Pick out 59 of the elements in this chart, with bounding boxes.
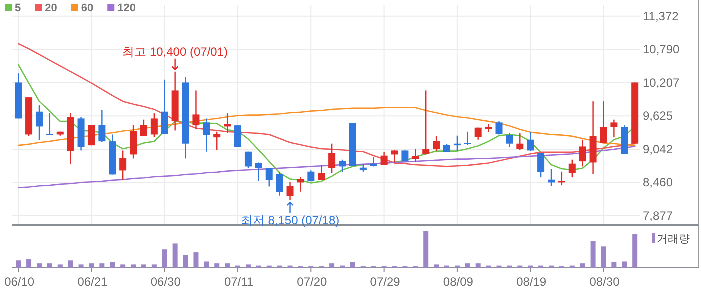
y-tick-label: 11,372 bbox=[643, 9, 680, 24]
candlestick bbox=[422, 90, 430, 156]
candlestick bbox=[433, 136, 440, 152]
candlestick bbox=[98, 110, 106, 143]
annotation: 최저 8,150 (07/18) bbox=[240, 213, 340, 228]
x-tick-label: 08/30 bbox=[590, 275, 620, 289]
y-tick-label: 9,625 bbox=[643, 109, 674, 124]
candlestick bbox=[600, 100, 608, 144]
candlestick bbox=[391, 150, 398, 164]
candlestick bbox=[506, 132, 514, 148]
candlestick bbox=[339, 159, 346, 174]
candlestick bbox=[527, 132, 534, 152]
candlestick bbox=[579, 139, 586, 168]
annotation: 최고 10,400 (07/01) bbox=[122, 44, 228, 59]
candlestick bbox=[203, 118, 210, 152]
x-tick-label: 08/09 bbox=[443, 275, 474, 289]
x-tick-label: 08/19 bbox=[516, 275, 547, 289]
y-tick-label: 9,042 bbox=[643, 142, 674, 156]
y-tick-label: 10,790 bbox=[643, 42, 680, 57]
x-tick-label: 06/10 bbox=[4, 275, 35, 289]
candlestick bbox=[276, 171, 284, 196]
legend-label: 거래량 bbox=[657, 234, 690, 246]
legend-label: 120 bbox=[118, 2, 136, 14]
x-tick-label: 06/30 bbox=[150, 275, 182, 289]
candlestick bbox=[150, 112, 158, 138]
candlestick bbox=[516, 132, 524, 151]
legend-label: 60 bbox=[81, 2, 94, 14]
candlestick bbox=[120, 150, 127, 182]
candlestick bbox=[538, 152, 545, 178]
candlestick bbox=[286, 182, 294, 202]
candlestick bbox=[266, 168, 273, 188]
candlestick bbox=[234, 124, 242, 148]
candlestick bbox=[610, 119, 618, 138]
x-tick-label: 07/20 bbox=[297, 275, 328, 289]
y-tick-label: 8,460 bbox=[643, 176, 674, 190]
candlestick bbox=[328, 143, 336, 174]
candlestick bbox=[380, 152, 388, 166]
candlestick bbox=[244, 151, 252, 170]
candlestick bbox=[496, 120, 503, 136]
y-tick-label: 7,877 bbox=[643, 209, 674, 224]
candlestick bbox=[88, 124, 96, 146]
candlestick bbox=[36, 104, 43, 142]
candlestick bbox=[568, 159, 576, 178]
x-tick-label: 07/29 bbox=[370, 275, 401, 289]
candlestick bbox=[474, 127, 482, 140]
candlestick bbox=[140, 119, 148, 138]
candlestick bbox=[214, 131, 221, 151]
candlestick bbox=[192, 90, 200, 130]
candlestick bbox=[46, 112, 54, 136]
y-tick-label: 10,207 bbox=[643, 76, 680, 90]
candlestick bbox=[318, 164, 326, 182]
x-tick-label: 06/21 bbox=[78, 275, 108, 289]
candlestick bbox=[130, 124, 138, 160]
legend-label: 20 bbox=[45, 2, 58, 14]
legend-label: 5 bbox=[15, 2, 22, 14]
candlestick bbox=[412, 148, 420, 163]
x-tick-label: 07/11 bbox=[224, 275, 254, 289]
candlestick bbox=[161, 79, 168, 135]
candlestick bbox=[255, 162, 262, 182]
